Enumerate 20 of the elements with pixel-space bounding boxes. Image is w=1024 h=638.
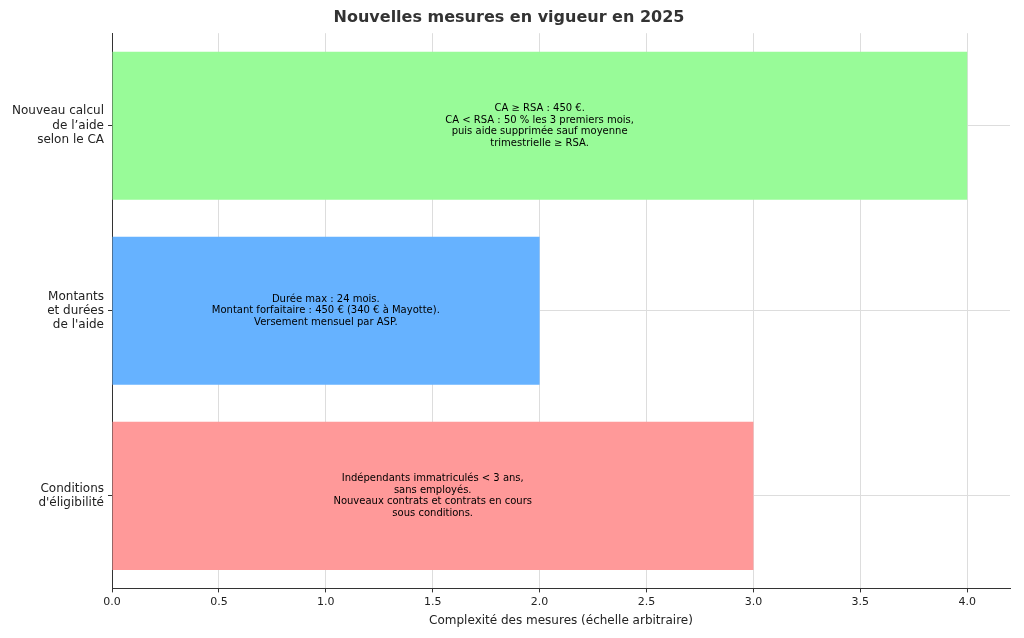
bar [112, 236, 540, 385]
y-tick-label: Nouveau calcul de l’aide selon le CA [11, 103, 105, 147]
bar [112, 51, 968, 200]
x-tick-label: 1.5 [423, 594, 442, 608]
chart-title: Nouvelles mesures en vigueur en 2025 [333, 6, 685, 26]
y-tick-label: Conditions d'éligibilité [38, 480, 104, 510]
x-tick-label: 4.0 [958, 594, 976, 608]
annotation: Durée max : 24 mois. Montant forfaitaire : 450 € (340 € à Mayotte). Versement mensuel par ASP. [211, 292, 440, 327]
x-tick-label: 1.0 [317, 594, 335, 608]
x-axis-title: Complexité des mesures (échelle arbitraire) [429, 612, 693, 627]
y-tick-label: Montants et durées de l'aide [47, 288, 104, 332]
annotation: CA ≥ RSA : 450 €. CA < RSA : 50 % les 3 premiers mois, puis aide supprimée sauf moyenne trimestrielle ≥ RSA. [445, 102, 634, 148]
x-tick-label: 0.0 [103, 594, 121, 608]
x-tick-label: 2.5 [637, 594, 656, 608]
annotation: Indépendants immatriculés < 3 ans, sans employés. Nouveaux contrats et contrats en cours sous conditions. [333, 472, 533, 518]
x-tick-label: 3.5 [851, 594, 870, 608]
bar [112, 421, 754, 570]
x-tick-label: 2.0 [530, 594, 549, 608]
x-tick-label: 3.0 [744, 594, 763, 608]
x-tick-label: 0.5 [210, 594, 228, 608]
